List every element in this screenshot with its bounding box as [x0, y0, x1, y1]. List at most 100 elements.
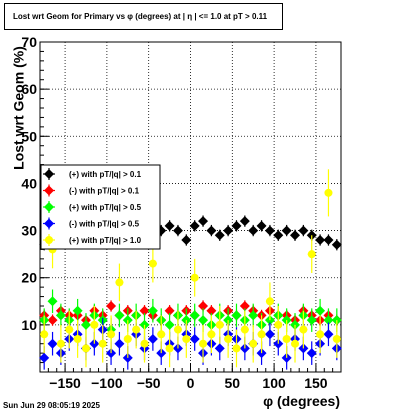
timestamp: Sun Jun 29 08:05:19 2025 [3, 401, 100, 410]
x-tick-label: 150 [304, 375, 328, 391]
data-point [199, 339, 208, 348]
data-point [140, 339, 149, 348]
data-point [299, 325, 308, 334]
data-point [114, 338, 125, 349]
x-tick-label: 0 [187, 375, 195, 391]
data-point [182, 335, 191, 343]
y-tick-label: 20 [21, 270, 37, 286]
data-point [223, 225, 234, 236]
x-tick-label: 50 [225, 375, 241, 391]
data-point [189, 310, 200, 321]
data-point [115, 278, 124, 287]
data-point [206, 225, 217, 236]
data-point [231, 220, 242, 231]
data-point [114, 310, 125, 321]
data-point [232, 344, 241, 353]
data-point [324, 188, 333, 197]
data-point [281, 225, 292, 236]
data-point [72, 305, 83, 316]
data-point [47, 315, 58, 326]
data-point [291, 339, 300, 348]
legend-label: (-) with pT/|q| > 0.1 [69, 187, 140, 196]
data-point [282, 335, 291, 343]
data-point [39, 352, 50, 363]
grid [40, 41, 341, 372]
y-tick-label: 40 [21, 175, 37, 191]
data-point [290, 230, 301, 241]
data-point [139, 305, 150, 316]
legend-marker [45, 236, 53, 244]
data-point [256, 220, 267, 231]
data-point [132, 325, 141, 334]
legend-label: (+) with pT/|q| > 1.0 [69, 236, 142, 245]
data-point [189, 334, 200, 344]
data-point [190, 273, 199, 282]
data-point [274, 320, 283, 329]
y-tick-label: 30 [21, 223, 37, 239]
data-point [123, 335, 132, 343]
x-tick-label: 100 [262, 375, 286, 391]
data-point [157, 330, 166, 339]
legend-marker [44, 169, 54, 179]
data-point [315, 235, 326, 245]
y-tick-label: 10 [21, 317, 37, 333]
data-point [248, 310, 259, 321]
data-point [98, 339, 107, 348]
legend-label: (+) with pT/|q| > 0.1 [69, 170, 142, 179]
data-point [173, 325, 182, 334]
tick-labels: −150 −100 −50 0 50 100 150 10 20 30 40 50 60 70 [21, 34, 327, 391]
data-point [331, 239, 342, 250]
data-point [164, 220, 175, 231]
data-point [47, 296, 58, 307]
data-point [147, 305, 158, 316]
data-point [164, 305, 175, 316]
data-point [264, 225, 275, 236]
y-tick-label: 70 [21, 34, 37, 50]
data-point [231, 310, 242, 321]
legend-label: (+) with pT/|q| > 0.5 [69, 203, 142, 212]
data-point [65, 325, 74, 334]
y-tick-label: 50 [21, 128, 37, 144]
data-point [56, 339, 65, 348]
data-point [198, 301, 209, 311]
data-point [264, 329, 275, 340]
data-point [239, 301, 250, 311]
data-point [249, 339, 258, 348]
data-point [189, 220, 200, 231]
data-point [323, 235, 334, 245]
data-point [40, 330, 49, 339]
data-point [248, 225, 259, 236]
data-point [164, 319, 175, 330]
data-point [307, 250, 316, 259]
data-point [165, 344, 174, 353]
data-point [240, 325, 249, 334]
legend-marker [44, 202, 54, 212]
data-point [257, 330, 266, 339]
data-point [55, 310, 66, 321]
data-point [306, 348, 317, 359]
data-point [181, 235, 192, 245]
chart-title-box: Lost wrt Geom for Primary vs φ (degrees)… [4, 3, 283, 30]
data-point [107, 330, 116, 339]
x-tick-label: −50 [137, 375, 161, 391]
x-tick-label: −150 [49, 375, 81, 391]
legend-label: (-) with pT/|q| > 0.5 [69, 220, 140, 229]
data-point [273, 230, 284, 241]
data-point [81, 344, 90, 353]
data-point [323, 329, 334, 340]
data-point [198, 315, 209, 326]
data-point [73, 335, 82, 343]
data-point [47, 338, 58, 349]
data-point [106, 301, 117, 311]
data-point [147, 334, 158, 344]
y-tick-label: 60 [21, 81, 37, 97]
x-axis-label: φ (degrees) [263, 393, 340, 409]
data-point [316, 330, 325, 339]
data-point [198, 216, 209, 227]
data-point [206, 305, 217, 316]
data-point [239, 216, 250, 227]
data-point [172, 225, 183, 236]
legend-marker [44, 218, 54, 229]
data-point [323, 315, 334, 326]
